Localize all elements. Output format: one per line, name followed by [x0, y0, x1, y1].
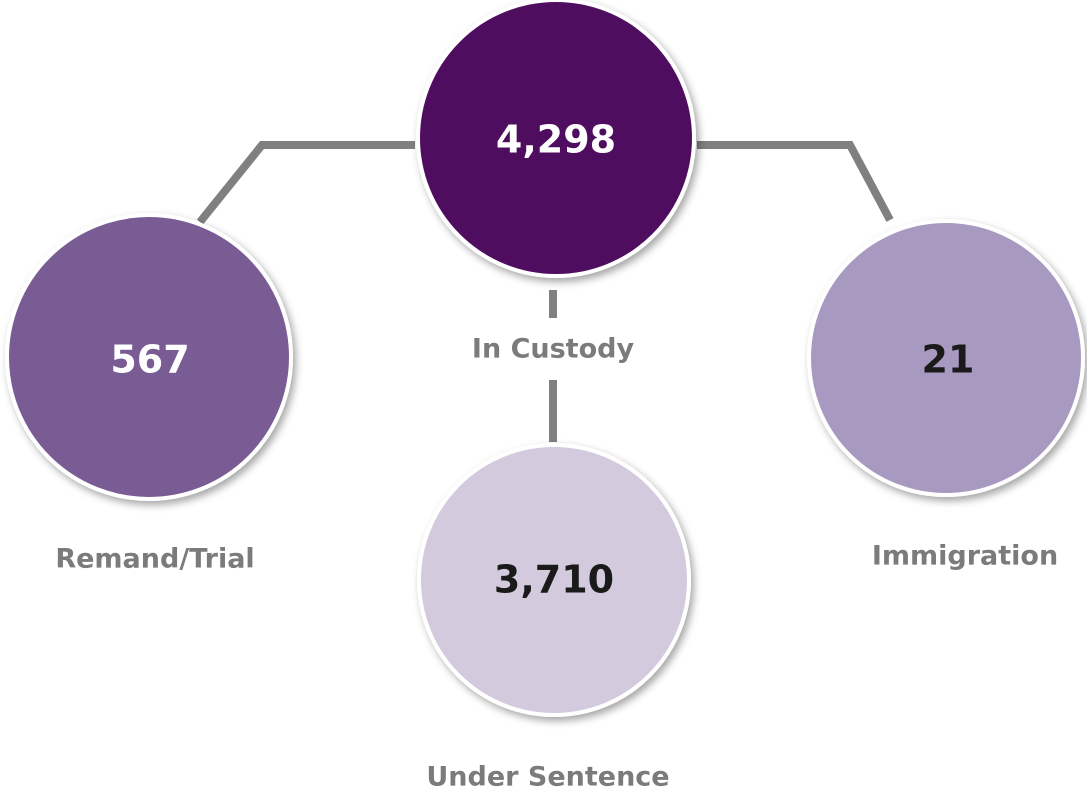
node-value: 21 [922, 338, 975, 382]
node-label: Remand/Trial [55, 544, 254, 575]
node-label: Immigration [872, 541, 1058, 572]
node-value: 4,298 [496, 118, 616, 162]
node-label: In Custody [472, 334, 635, 365]
node-label: Under Sentence [426, 762, 669, 793]
node-circle [807, 219, 1085, 497]
node-circle [417, 443, 691, 717]
node-value: 3,710 [494, 558, 614, 602]
node-value: 567 [110, 338, 189, 382]
connector [697, 141, 894, 222]
node-circle [5, 213, 293, 501]
connector [196, 141, 415, 225]
node-circle [416, 0, 696, 278]
